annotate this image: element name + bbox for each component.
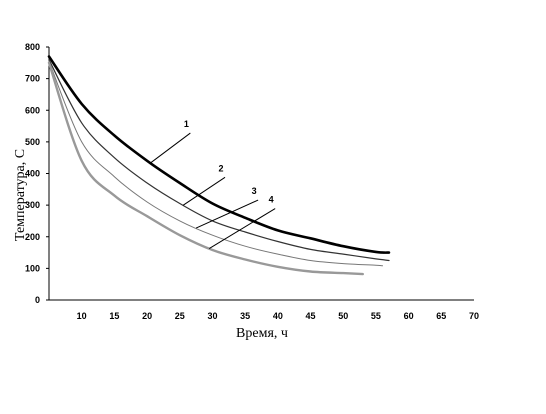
series-line-1 <box>47 55 391 254</box>
y-axis-title: Температура, С <box>13 149 28 241</box>
callout-label-4: 4 <box>269 195 274 205</box>
tick-labels: 0 100 200 300 400 500 600 700 800 10 15 20 25 30 35 40 4… <box>25 42 479 321</box>
x-tick-label: 55 <box>371 311 381 321</box>
x-tick-label: 40 <box>273 311 283 321</box>
series-callouts: 1 2 3 4 <box>150 119 276 249</box>
y-tick-label: 400 <box>25 169 40 179</box>
callout-line-2 <box>182 176 226 206</box>
y-tick-label: 600 <box>25 105 40 115</box>
y-tick-label: 700 <box>25 74 40 84</box>
series-line-2 <box>48 59 390 262</box>
callout-line-4 <box>208 208 276 249</box>
x-tick-label: 25 <box>175 311 185 321</box>
y-tick-label: 800 <box>25 42 40 52</box>
x-tick-label: 35 <box>240 311 250 321</box>
x-tick-label: 10 <box>77 311 87 321</box>
x-tick-label: 30 <box>207 311 217 321</box>
callout-label-2: 2 <box>219 163 224 173</box>
x-tick-label: 70 <box>469 311 479 321</box>
callout-line-1 <box>150 132 191 164</box>
callout-label-3: 3 <box>252 186 257 196</box>
x-tick-label: 45 <box>306 311 316 321</box>
x-tick-label: 20 <box>142 311 152 321</box>
y-tick-label: 0 <box>35 295 40 305</box>
series-line-3 <box>48 60 383 267</box>
x-tick-label: 50 <box>338 311 348 321</box>
y-tick-label: 200 <box>25 232 40 242</box>
y-tick-label: 300 <box>25 200 40 210</box>
y-tick-label: 100 <box>25 263 40 273</box>
series-group <box>47 55 391 276</box>
y-tick-label: 500 <box>25 137 40 147</box>
x-axis-title: Время, ч <box>236 326 288 341</box>
x-tick-label: 15 <box>109 311 119 321</box>
callout-label-1: 1 <box>184 119 189 129</box>
x-tick-label: 65 <box>436 311 446 321</box>
series-line-4 <box>47 61 364 276</box>
axes <box>46 46 474 301</box>
callout-line-3 <box>195 199 259 229</box>
x-tick-label: 60 <box>404 311 414 321</box>
